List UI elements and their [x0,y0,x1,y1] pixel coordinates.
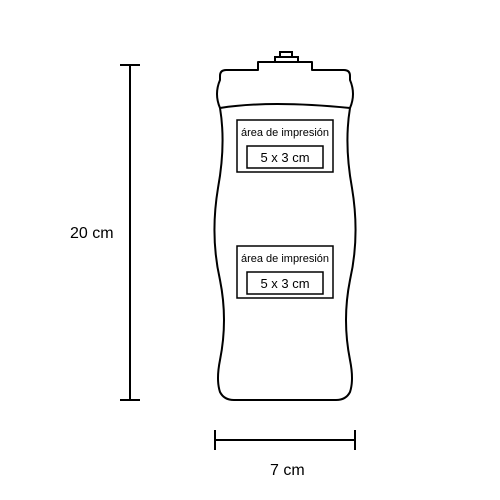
bottle-outline [214,62,355,400]
product-dimension-diagram: 20 cm 7 cm área de impresión 5 x 3 cm área d… [0,0,500,500]
print-area-size-2: 5 x 3 cm [260,276,309,291]
print-area-size-1: 5 x 3 cm [260,150,309,165]
print-area-title-1: área de impresión [241,127,329,139]
width-label: 7 cm [270,462,305,479]
print-area-title-2: área de impresión [241,253,329,265]
height-label: 20 cm [70,225,114,242]
bottle-lid-groove [220,104,350,108]
